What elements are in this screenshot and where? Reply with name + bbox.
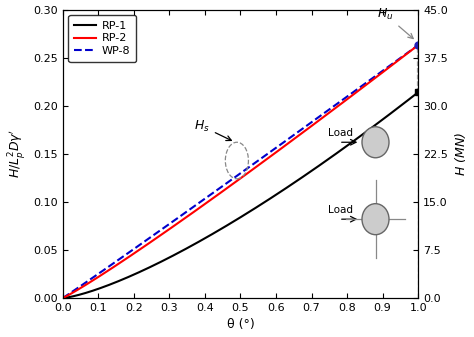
Text: $H_u$: $H_u$: [377, 7, 413, 38]
WP-8: [272, 147, 277, 151]
WP-8: [252, 161, 258, 165]
Ellipse shape: [362, 204, 389, 235]
RP-1: [272, 194, 277, 198]
RP-1: [351, 139, 357, 143]
RP-2: [252, 166, 258, 170]
WP-8: [351, 90, 357, 94]
WP-8: [231, 176, 237, 180]
X-axis label: θ (°): θ (°): [227, 318, 255, 332]
Text: $H_s$: $H_s$: [194, 119, 231, 141]
Text: Load: Load: [328, 128, 353, 139]
RP-2: [60, 296, 65, 300]
RP-1: [231, 219, 237, 223]
RP-2: [415, 43, 421, 47]
Ellipse shape: [362, 127, 389, 158]
WP-8: [60, 296, 65, 300]
WP-8: [415, 43, 421, 47]
Line: WP-8: WP-8: [63, 45, 418, 298]
RP-2: [231, 181, 237, 185]
RP-1: [252, 206, 258, 210]
Legend: RP-1, RP-2, WP-8: RP-1, RP-2, WP-8: [68, 15, 136, 62]
Line: RP-1: RP-1: [63, 92, 418, 298]
Line: RP-2: RP-2: [63, 45, 418, 298]
RP-1: [60, 296, 65, 300]
Y-axis label: $H$ (MN): $H$ (MN): [454, 132, 468, 176]
RP-1: [415, 90, 421, 94]
RP-2: [351, 92, 357, 96]
WP-8: [228, 178, 234, 182]
RP-2: [272, 152, 277, 156]
RP-1: [407, 97, 412, 101]
RP-2: [228, 183, 234, 187]
RP-2: [407, 50, 412, 54]
Text: Load: Load: [328, 205, 353, 215]
WP-8: [407, 49, 412, 53]
Y-axis label: $H/L_p^2 D\gamma'$: $H/L_p^2 D\gamma'$: [6, 129, 27, 178]
RP-1: [228, 221, 234, 225]
